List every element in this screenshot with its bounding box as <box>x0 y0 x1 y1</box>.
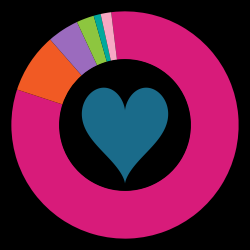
Wedge shape <box>17 40 82 104</box>
Circle shape <box>60 60 190 190</box>
Wedge shape <box>100 12 117 61</box>
Wedge shape <box>50 22 97 76</box>
Wedge shape <box>11 11 239 239</box>
Wedge shape <box>94 14 111 62</box>
Wedge shape <box>77 16 107 65</box>
Polygon shape <box>82 88 168 184</box>
